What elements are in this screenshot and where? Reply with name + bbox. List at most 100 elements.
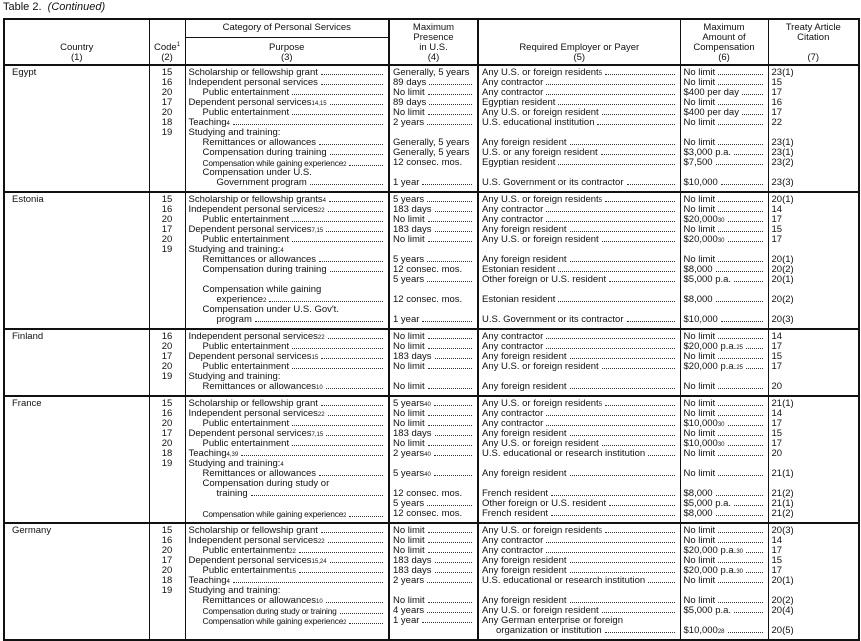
table-row: 20 Public entertainment No limit Any U.S. o… xyxy=(4,439,859,449)
amount-cell: $20,000 p.a. 30 xyxy=(679,566,768,576)
table-row: 19 Studying and training: xyxy=(4,128,859,138)
code-cell: 20 xyxy=(148,419,185,429)
citation-cell: 15 xyxy=(767,78,859,88)
payer-cell xyxy=(477,168,680,178)
purpose-cell-text: Compensation during training xyxy=(202,265,327,275)
table-row: Compensation under U.S. xyxy=(4,168,859,178)
purpose-cell-text: Dependent personal services xyxy=(188,225,312,235)
amount-cell: No limit xyxy=(679,576,768,586)
amount-cell: No limit xyxy=(679,396,768,409)
citation-cell: 20(4) xyxy=(767,606,859,616)
citation-cell: 17 xyxy=(767,88,859,98)
presence-cell: 183 days xyxy=(388,352,478,362)
dot-leader xyxy=(427,445,472,446)
amount-cell-text: $10,000 xyxy=(683,439,718,449)
presence-cell: 12 consec. mos. xyxy=(388,489,478,499)
table-row: 20 Public entertainment No limit Any U.S. o… xyxy=(4,235,859,245)
dot-leader xyxy=(427,124,472,125)
code-cell: 15 xyxy=(148,192,185,205)
payer-cell-text: Any foreign resident xyxy=(482,255,567,265)
citation-cell: 15 xyxy=(767,429,859,439)
purpose-cell: Remittances or allowances xyxy=(184,138,389,148)
dot-leader xyxy=(241,455,383,456)
purpose-cell-text: Compensation during study or training xyxy=(202,606,337,616)
purpose-cell-text: Teaching xyxy=(188,449,227,459)
amount-cell: No limit xyxy=(679,382,768,396)
dot-leader xyxy=(718,104,763,105)
amount-cell: $5,000 p.a. xyxy=(679,275,768,285)
purpose-cell: Compensation during study or training xyxy=(184,606,389,616)
table-row: 20 Public entertainment 22 No limit Any cont… xyxy=(4,546,859,556)
dot-leader xyxy=(734,281,763,282)
table-row: training 12 consec. mos. French resident $8… xyxy=(4,489,859,499)
presence-cell-text: 2 years xyxy=(393,118,425,128)
dot-leader xyxy=(349,516,383,517)
purpose-cell: Public entertainment 15 xyxy=(184,566,389,576)
purpose-cell-text: Teaching xyxy=(188,118,227,128)
amount-cell-text: No limit xyxy=(683,576,716,586)
dot-leader xyxy=(601,612,675,613)
dot-leader xyxy=(427,94,472,95)
presence-cell: Generally, 5 years xyxy=(388,65,478,78)
purpose-cell-text: Remittances or allowances xyxy=(202,596,317,606)
citation-cell xyxy=(767,616,859,626)
country-group-estonia: Estonia 15 Scholarship or fellowship grant… xyxy=(4,192,859,329)
dot-leader xyxy=(727,425,763,426)
purpose-cell: Government program xyxy=(184,178,389,192)
payer-cell-text: U.S. or any foreign resident xyxy=(482,148,598,158)
presence-cell: No limit xyxy=(388,409,478,419)
payer-cell: Any U.S. or foreign resident 5 xyxy=(477,192,680,205)
amount-cell-text: $20,000 p.a. xyxy=(683,546,737,556)
payer-cell: U.S. educational or research institution xyxy=(477,576,680,586)
dot-leader xyxy=(427,201,472,202)
payer-cell: Any foreign resident xyxy=(477,429,680,439)
code-cell: 19 xyxy=(148,586,185,596)
country-group-germany: Germany 15 Scholarship or fellowship grant… xyxy=(4,523,859,640)
payer-cell: Any contractor xyxy=(477,205,680,215)
amount-cell-text: $5,000 p.a. xyxy=(683,275,732,285)
dot-leader xyxy=(601,368,675,369)
presence-cell-text: No limit xyxy=(393,382,425,392)
country-name: Finland xyxy=(12,331,44,342)
country-name: Estonia xyxy=(12,194,44,205)
dot-leader xyxy=(298,552,383,553)
purpose-cell-text: Independent personal services xyxy=(188,409,318,419)
dot-leader xyxy=(715,515,763,516)
payer-cell-text: U.S. Government or its contractor xyxy=(482,315,624,325)
payer-cell: Any contractor xyxy=(477,78,680,88)
amount-cell xyxy=(679,586,768,596)
amount-cell-text: No limit xyxy=(683,255,716,265)
code-cell: 16 xyxy=(148,536,185,546)
payer-cell-text: Any U.S. or foreign resident xyxy=(482,108,599,118)
payer-cell-text: U.S. Government or its contractor xyxy=(482,178,624,188)
presence-cell-text: No limit xyxy=(393,362,425,372)
dot-leader xyxy=(269,301,383,302)
payer-cell-text: Any foreign resident xyxy=(482,469,567,479)
table-row: 16 Independent personal services 22 183 day… xyxy=(4,205,859,215)
purpose-cell-text: Public entertainment xyxy=(202,566,290,576)
citation-cell: 20(2) xyxy=(767,295,859,305)
purpose-cell-text: Government program xyxy=(216,178,307,188)
presence-cell: 1 year xyxy=(388,178,478,192)
code-cell xyxy=(148,148,185,158)
dot-leader xyxy=(746,552,763,553)
table-row: 20 Public entertainment No limit Any U.S. o… xyxy=(4,362,859,372)
table-row: Germany 15 Scholarship or fellowship grant… xyxy=(4,523,859,536)
purpose-cell-text: Independent personal services xyxy=(188,78,318,88)
amount-cell xyxy=(679,245,768,255)
payer-cell-text: Any contractor xyxy=(482,419,544,429)
amount-cell-text: No limit xyxy=(683,409,716,419)
dot-leader xyxy=(569,388,675,389)
purpose-cell-text: Scholarship or fellowship grant xyxy=(188,67,318,78)
table-row: 20 Public entertainment No limit Any U.S. o… xyxy=(4,108,859,118)
dot-leader xyxy=(349,623,383,624)
purpose-cell: Independent personal services 22 xyxy=(184,329,389,342)
payer-cell-text: Estonian resident xyxy=(482,295,556,305)
dot-leader xyxy=(427,368,472,369)
dot-leader xyxy=(292,425,383,426)
amount-cell-text: No limit xyxy=(683,194,716,205)
dot-leader xyxy=(626,184,675,185)
presence-cell: 2 years xyxy=(388,576,478,586)
purpose-cell: Teaching 4 xyxy=(184,118,389,128)
dot-leader xyxy=(429,104,472,105)
